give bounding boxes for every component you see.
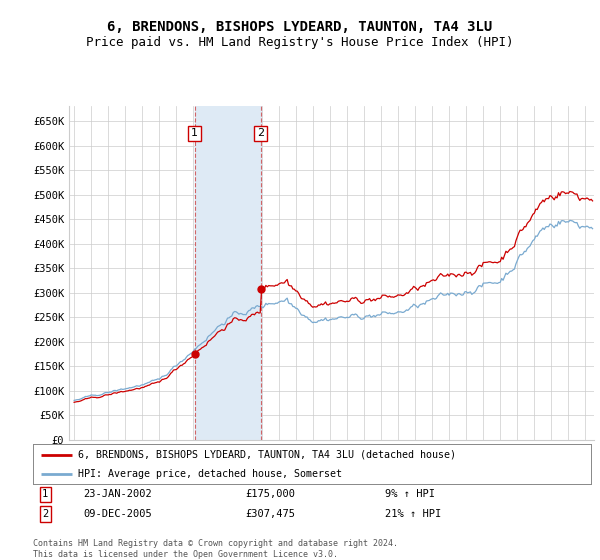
- Text: 2: 2: [257, 128, 264, 138]
- Text: 2: 2: [42, 509, 49, 519]
- Text: 23-JAN-2002: 23-JAN-2002: [83, 489, 152, 500]
- Text: 1: 1: [42, 489, 49, 500]
- Text: 9% ↑ HPI: 9% ↑ HPI: [385, 489, 434, 500]
- Text: 21% ↑ HPI: 21% ↑ HPI: [385, 509, 441, 519]
- Text: 6, BRENDONS, BISHOPS LYDEARD, TAUNTON, TA4 3LU: 6, BRENDONS, BISHOPS LYDEARD, TAUNTON, T…: [107, 20, 493, 34]
- Text: Price paid vs. HM Land Registry's House Price Index (HPI): Price paid vs. HM Land Registry's House …: [86, 36, 514, 49]
- Text: 09-DEC-2005: 09-DEC-2005: [83, 509, 152, 519]
- Text: 1: 1: [191, 128, 198, 138]
- Text: HPI: Average price, detached house, Somerset: HPI: Average price, detached house, Some…: [77, 469, 341, 478]
- Bar: [194, 106, 260, 440]
- Text: £175,000: £175,000: [245, 489, 295, 500]
- Text: Contains HM Land Registry data © Crown copyright and database right 2024.
This d: Contains HM Land Registry data © Crown c…: [33, 539, 398, 559]
- Text: 6, BRENDONS, BISHOPS LYDEARD, TAUNTON, TA4 3LU (detached house): 6, BRENDONS, BISHOPS LYDEARD, TAUNTON, T…: [77, 450, 455, 460]
- Text: £307,475: £307,475: [245, 509, 295, 519]
